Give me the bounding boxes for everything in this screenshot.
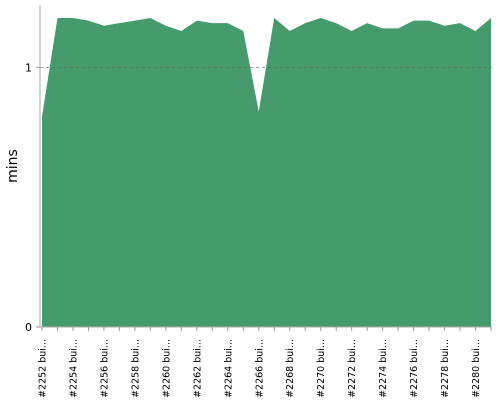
x-tick-label: #2278 bui...: [440, 339, 451, 398]
x-tick-label: #2252 bui...: [38, 339, 49, 398]
x-tick-label: #2274 bui...: [378, 339, 389, 398]
x-tick-label: #2260 bui...: [161, 339, 172, 398]
area: [42, 17, 491, 327]
x-tick-label: #2268 bui...: [285, 339, 296, 398]
y-tick-label: 0: [25, 321, 32, 334]
x-tick-label: #2262 bui...: [192, 339, 203, 398]
y-axis-title: mins: [5, 149, 21, 183]
x-tick-label: #2280 bui...: [471, 339, 482, 398]
x-tick-label: #2270 bui...: [316, 339, 327, 398]
x-tick-label: #2272 bui...: [347, 339, 358, 398]
y-tick-label: 1: [25, 61, 32, 74]
x-tick-label: #2266 bui...: [254, 339, 265, 398]
x-tick-label: #2276 bui...: [409, 339, 420, 398]
x-tick-label: #2256 bui...: [99, 339, 110, 398]
x-tick-label: #2254 bui...: [68, 339, 79, 398]
x-tick-label: #2264 bui...: [223, 339, 234, 398]
x-tick-label: #2258 bui...: [130, 339, 141, 398]
